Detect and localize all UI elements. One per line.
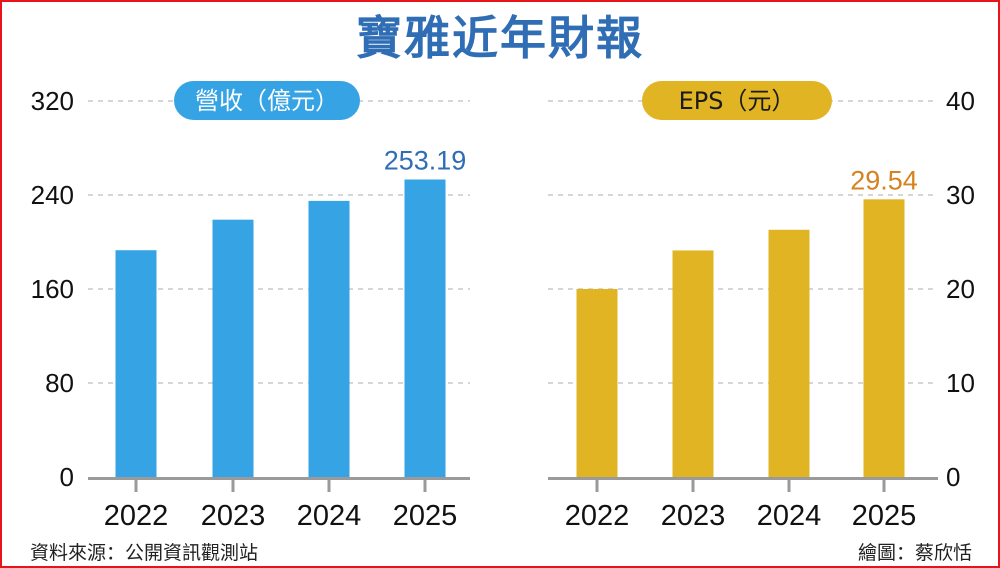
x-tick-label: 2023: [201, 500, 266, 532]
chart-panel-revenue: 0 80 160 240 320 營收（億元） 253.19 2022 2023 2024 2025: [31, 81, 470, 532]
y-tick-label: 40: [946, 86, 975, 116]
bar-2024: [768, 229, 810, 477]
y-tick-label: 20: [946, 274, 975, 304]
source-note: 資料來源：公開資訊觀測站: [30, 542, 259, 564]
bar-2023: [212, 219, 254, 478]
legend-pill-label: 營收（億元）: [195, 87, 339, 115]
bar-2023: [672, 250, 714, 477]
credit-note: 繪圖：蔡欣恬: [857, 542, 972, 564]
y-tick-label: 80: [45, 368, 74, 398]
x-tick-label: 2024: [297, 500, 362, 532]
x-tick-label: 2024: [757, 500, 822, 532]
y-tick-label: 0: [946, 462, 960, 492]
bar-2024: [308, 200, 350, 477]
bar-2022: [576, 289, 618, 477]
legend-pill: [174, 81, 360, 120]
y-tick-label: 160: [31, 274, 74, 304]
y-tick-label: 320: [31, 86, 74, 116]
chart-panel-eps: 0 10 20 30 40 EPS（元） 29.54 2022 2023 2024 2025: [548, 81, 975, 532]
y-tick-label: 0: [60, 462, 74, 492]
legend-pill: [642, 81, 832, 120]
x-tick-label: 2023: [661, 500, 726, 532]
page-title: 寶雅近年財報: [356, 11, 644, 65]
data-label: 253.19: [384, 146, 467, 176]
y-tick-label: 30: [946, 180, 975, 210]
bar-2025: [863, 199, 905, 477]
bar-2025: [404, 179, 446, 477]
x-tick-label: 2025: [393, 500, 458, 532]
x-tick-label: 2022: [104, 500, 169, 532]
y-tick-label: 10: [946, 368, 975, 398]
bar-2022: [115, 250, 157, 477]
y-tick-label: 240: [31, 180, 74, 210]
x-tick-label: 2022: [565, 500, 630, 532]
x-tick-label: 2025: [852, 500, 917, 532]
legend-pill-label: EPS（元）: [679, 87, 796, 115]
data-label: 29.54: [850, 165, 918, 195]
